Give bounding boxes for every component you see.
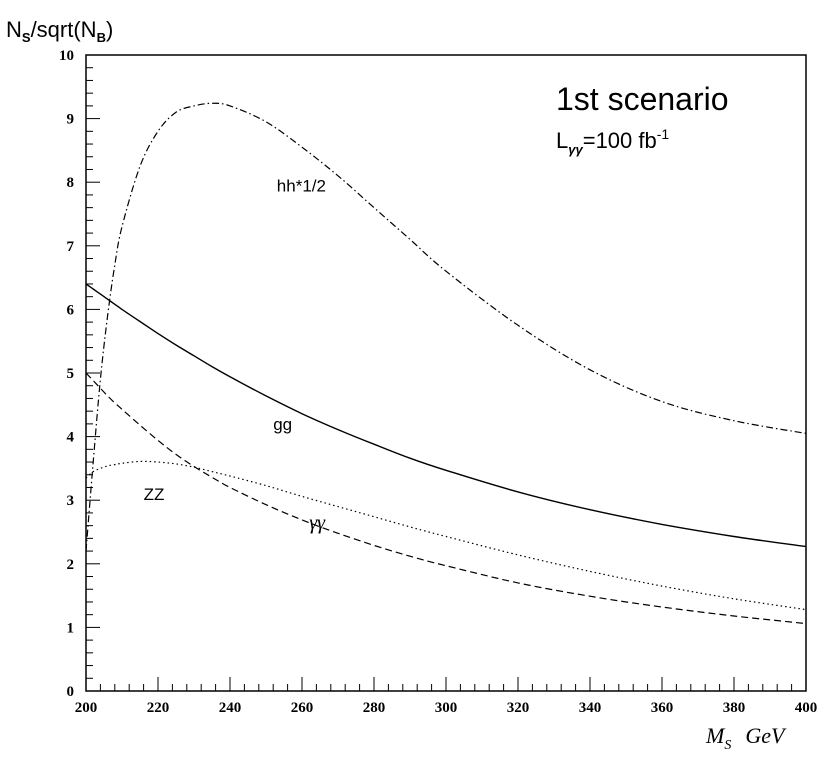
y-tick-label: 6 bbox=[67, 302, 75, 318]
y-tick-label: 0 bbox=[67, 684, 75, 700]
y-tick-label: 10 bbox=[59, 48, 74, 64]
y-tick-label: 8 bbox=[67, 175, 75, 191]
y-tick-label: 4 bbox=[67, 430, 75, 446]
x-tick-label: 380 bbox=[723, 700, 746, 716]
x-tick-label: 280 bbox=[363, 700, 386, 716]
series-line-dotted bbox=[85, 460, 807, 611]
y-tick-label: 2 bbox=[67, 557, 75, 573]
x-tick-label: 260 bbox=[291, 700, 314, 716]
luminosity-label: Lγγ=100 fb-1 bbox=[556, 126, 669, 157]
x-tick-label: 200 bbox=[75, 700, 98, 716]
series-line-solid bbox=[85, 283, 807, 548]
tick-labels: 200 220 240 260 280 300 320 340 360 380 400 0 1 2 3 4 5 6… bbox=[59, 48, 817, 716]
curve-label: hh*1/2 bbox=[277, 177, 326, 196]
y-tick-label: 7 bbox=[67, 239, 75, 255]
plot-frame bbox=[85, 54, 807, 692]
series-line-dashdot bbox=[85, 102, 807, 552]
curve-label: ZZ bbox=[144, 485, 165, 504]
y-axis-title: NS/sqrt(NB) bbox=[6, 17, 113, 45]
y-tick-label: 9 bbox=[67, 112, 75, 128]
x-tick-label: 300 bbox=[435, 700, 458, 716]
curve-labels: hh*1/2 gg ZZ γγ bbox=[144, 177, 326, 534]
x-tick-label: 240 bbox=[219, 700, 242, 716]
x-tick-label: 220 bbox=[147, 700, 170, 716]
y-tick-label: 1 bbox=[67, 620, 75, 636]
series-line-dashed bbox=[85, 372, 807, 625]
curves bbox=[85, 102, 807, 625]
x-tick-label: 320 bbox=[507, 700, 530, 716]
axis-ticks bbox=[85, 54, 807, 692]
curve-label: γγ bbox=[309, 512, 326, 534]
curve-label: gg bbox=[273, 415, 292, 434]
scenario-title: 1st scenario bbox=[556, 81, 729, 117]
x-tick-label: 400 bbox=[795, 700, 818, 716]
x-axis-title: MS GeV bbox=[705, 723, 787, 753]
x-tick-label: 360 bbox=[651, 700, 674, 716]
x-tick-label: 340 bbox=[579, 700, 602, 716]
y-tick-label: 3 bbox=[67, 493, 75, 509]
y-tick-label: 5 bbox=[67, 366, 75, 382]
